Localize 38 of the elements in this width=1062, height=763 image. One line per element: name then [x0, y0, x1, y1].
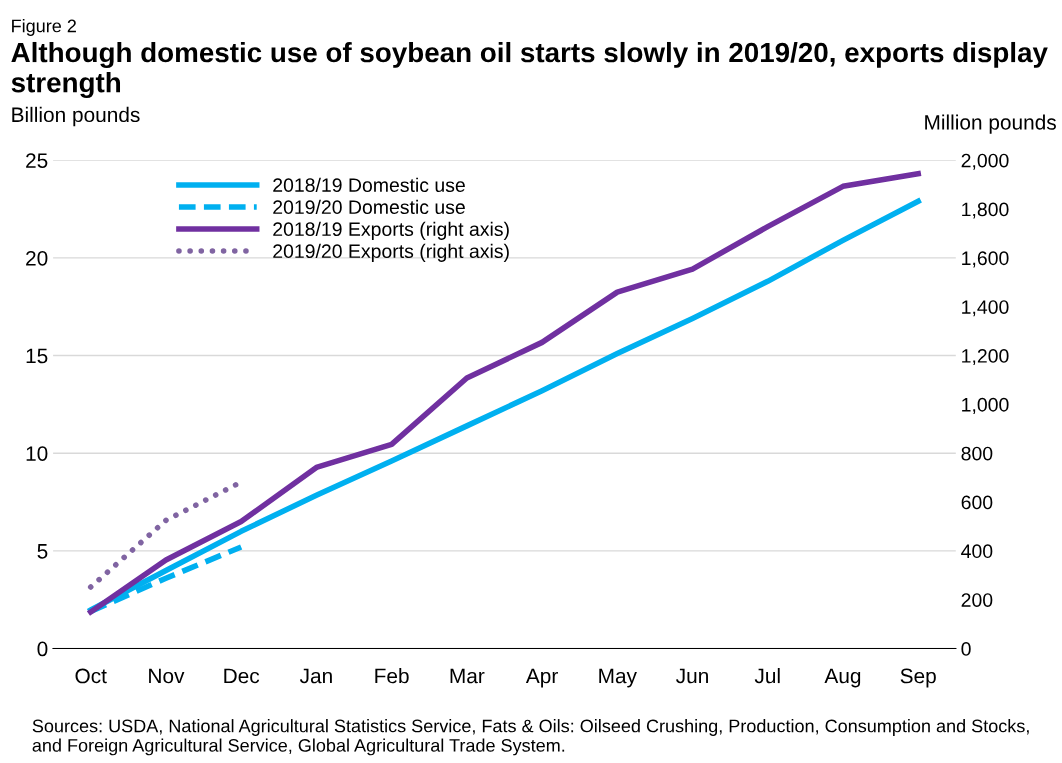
chart-title: Although domestic use of soybean oil starts slowly in 2019/20, exports display strength: [11, 41, 1048, 99]
chart-subtitle: Figure 2: [12, 19, 76, 36]
y-tick-label: 0: [37, 641, 48, 657]
y2-tick-label: 1,400: [962, 300, 1009, 317]
y-tick-label: 20: [26, 250, 48, 266]
x-tick-label: Feb: [375, 667, 409, 684]
y2-tick-label: 1,800: [962, 202, 1009, 219]
y-tick-label: 25: [26, 153, 48, 168]
legend-label: 2018/19 Domestic use: [273, 177, 465, 193]
y-tick-label: 10: [26, 446, 48, 461]
y-tick-label: 15: [26, 348, 48, 364]
y2-tick-label: 800: [961, 446, 993, 461]
x-tick-label: Aug: [824, 668, 861, 688]
y2-tick-label: 1,600: [962, 251, 1009, 268]
legend-label: 2018/19 Exports (right axis): [273, 221, 509, 240]
y2-tick-label: 2,000: [961, 153, 1009, 170]
x-tick-label: Jun: [676, 668, 708, 684]
y-axis-title: Billion pounds: [12, 106, 140, 127]
y2-axis-title: Million pounds: [925, 114, 1056, 134]
x-tick-label: Mar: [450, 668, 485, 684]
legend-label: 2019/20 Domestic use: [273, 199, 465, 215]
x-tick-label: Dec: [224, 668, 260, 684]
y2-tick-label: 400: [961, 544, 993, 559]
y2-tick-label: 0: [961, 642, 971, 656]
x-tick-label: Apr: [525, 668, 558, 688]
x-tick-label: Nov: [149, 668, 185, 684]
x-tick-label: Oct: [75, 668, 107, 684]
y-tick-label: 5: [37, 544, 48, 559]
legend-label: 2019/20 Exports (right axis): [273, 243, 509, 262]
x-tick-label: Jan: [299, 668, 332, 684]
y2-tick-label: 1,000: [962, 397, 1009, 414]
y2-tick-label: 1,200: [962, 349, 1009, 366]
x-tick-label: Jul: [754, 667, 780, 684]
source-note: Sources: USDA, National Agricultural Statistics Service, Fats & Oils: Oilseed Crushing, Production, Consumption and Stocks, and Foreign Agricultural Service, Global Agricultural Trade System.: [32, 719, 1029, 756]
y2-tick-label: 600: [961, 495, 993, 510]
x-tick-label: May: [599, 668, 637, 688]
x-tick-label: Sep: [900, 668, 936, 688]
y2-tick-label: 200: [961, 593, 993, 607]
